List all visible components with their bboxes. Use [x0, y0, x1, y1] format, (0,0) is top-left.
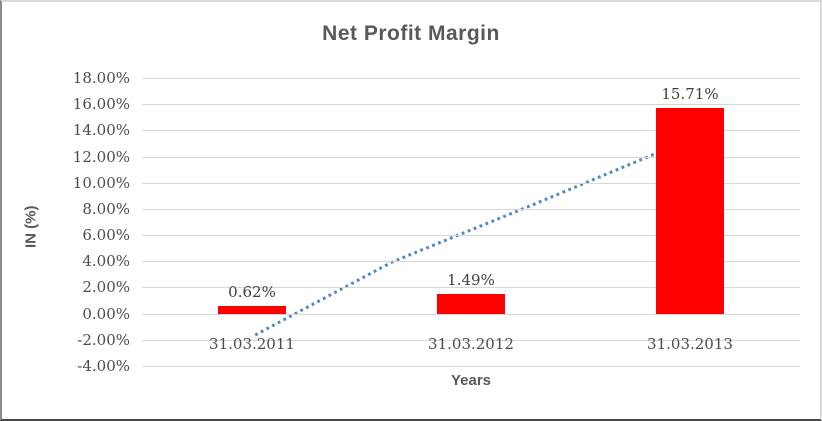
y-gridline	[142, 314, 800, 315]
bar-data-label: 0.62%	[228, 283, 276, 301]
y-gridline	[142, 157, 800, 158]
y-gridline	[142, 183, 800, 184]
bar	[656, 108, 724, 314]
y-tick-label: -2.00%	[77, 331, 130, 349]
y-tick-label: 18.00%	[72, 69, 130, 87]
y-tick-label: 0.00%	[82, 305, 130, 323]
y-gridline	[142, 78, 800, 79]
y-tick-label: 4.00%	[82, 252, 130, 270]
x-category-label: 31.03.2011	[209, 335, 295, 353]
bar	[437, 294, 505, 314]
x-axis-title: Years	[450, 372, 492, 389]
y-tick-label: 10.00%	[72, 174, 130, 192]
y-gridline	[142, 104, 800, 105]
y-gridline	[142, 366, 800, 367]
y-tick-label: 14.00%	[72, 121, 130, 139]
y-gridline	[142, 261, 800, 262]
y-tick-label: 12.00%	[72, 148, 130, 166]
bar-data-label: 1.49%	[447, 271, 495, 289]
bar-data-label: 15.71%	[661, 85, 719, 103]
x-category-label: 31.03.2012	[428, 335, 514, 353]
chart-title: Net Profit Margin	[322, 22, 500, 45]
y-tick-label: -4.00%	[77, 357, 130, 375]
y-tick-label: 2.00%	[82, 278, 130, 296]
y-tick-label: 8.00%	[82, 200, 130, 218]
y-gridline	[142, 340, 800, 341]
y-tick-label: 6.00%	[82, 226, 130, 244]
x-category-label: 31.03.2013	[647, 335, 733, 353]
y-gridline	[142, 130, 800, 131]
y-gridline	[142, 287, 800, 288]
bar	[218, 306, 286, 314]
y-gridline	[142, 209, 800, 210]
y-gridline	[142, 235, 800, 236]
y-tick-label: 16.00%	[72, 95, 130, 113]
